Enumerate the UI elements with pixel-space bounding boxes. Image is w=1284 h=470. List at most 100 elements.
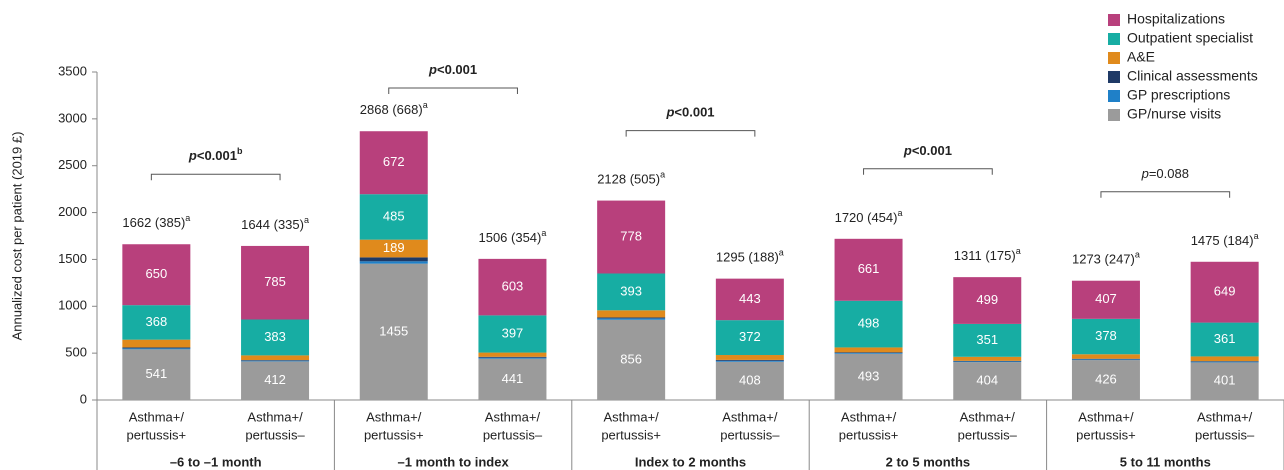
- value-label: 443: [739, 291, 761, 306]
- total-text: 1506 (354): [478, 230, 541, 245]
- x-tick-label: pertussis+: [1076, 427, 1136, 442]
- value-label: 407: [1095, 291, 1117, 306]
- p-text: <0.001: [437, 62, 477, 77]
- value-label: 378: [1095, 328, 1117, 343]
- total-sup: a: [660, 170, 665, 180]
- total-label: 1273 (247)a: [1072, 250, 1140, 267]
- p-symbol: p: [665, 105, 674, 120]
- bar-segment: [834, 300, 903, 348]
- bar-segment: [1190, 356, 1259, 362]
- value-label: 661: [858, 261, 880, 276]
- total-text: 1475 (184): [1191, 233, 1254, 248]
- bar-segment: [715, 278, 784, 321]
- bar-segment: [834, 347, 903, 353]
- bar-segment: [478, 258, 547, 316]
- x-tick-label: pertussis+: [127, 427, 187, 442]
- total-text: 1720 (454): [835, 210, 898, 225]
- bar-segment: [834, 353, 903, 354]
- value-label: 412: [264, 372, 286, 387]
- x-tick-label: Asthma+/: [485, 409, 541, 424]
- x-tick-label: Asthma+/: [1197, 409, 1253, 424]
- bar-segment: [241, 360, 310, 362]
- x-tick-label: pertussis–: [1195, 427, 1255, 442]
- bar-segment: [597, 317, 666, 319]
- value-label: 785: [264, 274, 286, 289]
- bar-segment: [1190, 361, 1259, 363]
- x-tick-label: Asthma+/: [247, 409, 303, 424]
- bar-segment: [597, 319, 666, 400]
- total-text: 2128 (505): [597, 172, 660, 187]
- bar-segment: [597, 310, 666, 318]
- value-label: 351: [976, 332, 998, 347]
- p-bracket: [1100, 191, 1231, 198]
- group-label: 2 to 5 months: [886, 454, 971, 469]
- x-tick-label: Asthma+/: [604, 409, 660, 424]
- y-tick-label: 0: [80, 391, 87, 406]
- value-label: 404: [976, 373, 998, 388]
- total-label: 1644 (335)a: [241, 215, 309, 232]
- x-tick-label: pertussis+: [839, 427, 899, 442]
- y-tick-label: 1000: [58, 298, 87, 313]
- bar-segment: [359, 239, 428, 258]
- bar-segment: [241, 361, 310, 400]
- value-label: 408: [739, 372, 761, 387]
- bar-segment: [715, 360, 784, 362]
- bar-segment: [1071, 358, 1140, 360]
- p-value: p<0.001: [665, 105, 714, 120]
- legend-swatch: [1108, 109, 1120, 121]
- bar-segment: [953, 362, 1022, 400]
- bar-segment: [359, 194, 428, 240]
- p-text: =0.088: [1149, 166, 1189, 181]
- x-tick-label: pertussis–: [483, 427, 543, 442]
- bar-segment: [715, 320, 784, 356]
- x-tick-label: pertussis+: [601, 427, 661, 442]
- legend-label: Clinical assessments: [1127, 68, 1258, 84]
- bar-segment: [1190, 361, 1259, 362]
- bar-segment: [597, 273, 666, 311]
- bar-segment: [1071, 360, 1140, 400]
- value-label: 441: [502, 371, 524, 386]
- total-text: 1662 (385): [122, 216, 185, 231]
- legend-swatch: [1108, 71, 1120, 83]
- value-label: 372: [739, 329, 761, 344]
- legend-label: Hospitalizations: [1127, 11, 1225, 27]
- legend-swatch: [1108, 52, 1120, 64]
- total-label: 1295 (188)a: [716, 248, 784, 265]
- bar-segment: [478, 358, 547, 400]
- p-bracket: [388, 87, 518, 94]
- total-sup: a: [541, 228, 546, 238]
- value-label: 778: [620, 228, 642, 243]
- p-bracket: [625, 130, 756, 137]
- bar-segment: [715, 355, 784, 360]
- bar-segment: [1071, 280, 1140, 319]
- bar-segment: [359, 131, 428, 195]
- p-value: p<0.001: [428, 62, 477, 77]
- bar-segment: [834, 352, 903, 354]
- total-label: 1475 (184)a: [1191, 231, 1259, 248]
- value-label: 856: [620, 351, 642, 366]
- group-label: –1 month to index: [397, 454, 509, 469]
- bar-segment: [241, 355, 310, 361]
- value-label: 541: [145, 366, 167, 381]
- value-label: 397: [502, 325, 524, 340]
- value-label: 485: [383, 208, 405, 223]
- value-label: 493: [858, 368, 880, 383]
- total-text: 1273 (247): [1072, 252, 1135, 267]
- total-sup: a: [897, 208, 902, 218]
- bar-segment: [834, 238, 903, 301]
- bar-segment: [478, 352, 547, 357]
- bar-segment: [715, 359, 784, 361]
- bar-segment: [953, 361, 1022, 363]
- total-sup: a: [1135, 250, 1140, 260]
- p-symbol: p: [188, 149, 197, 164]
- bar-segment: [122, 347, 191, 349]
- bar-segment: [953, 277, 1022, 324]
- bar-segment: [953, 356, 1022, 361]
- value-label: 603: [502, 279, 524, 294]
- y-axis-label: Annualized cost per patient (2019 £): [9, 132, 24, 341]
- total-sup: a: [1016, 247, 1021, 257]
- total-label: 1720 (454)a: [835, 208, 903, 225]
- total-sup: a: [1254, 231, 1259, 241]
- bar-segment: [1190, 362, 1259, 400]
